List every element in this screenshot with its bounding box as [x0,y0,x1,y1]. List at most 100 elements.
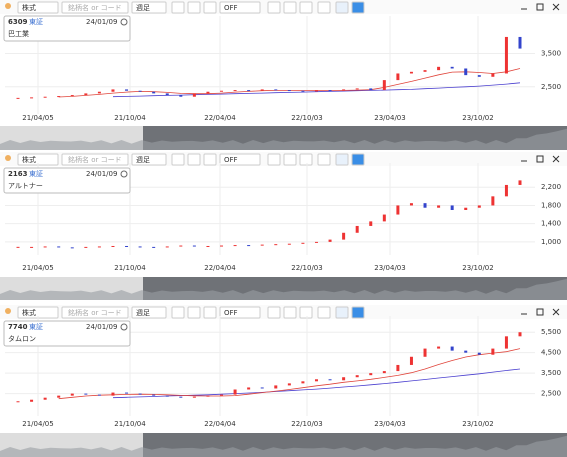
max-button[interactable] [536,3,544,11]
x-tick-label: 22/10/03 [291,264,322,272]
x-tick-label: 22/04/04 [204,264,236,272]
mode-text: OFF [224,309,238,317]
close-button[interactable] [552,3,560,11]
candle [125,245,129,247]
tool-button[interactable] [187,306,201,319]
app-icon [5,308,11,314]
candle [328,379,332,381]
candle [165,93,169,96]
period-select[interactable] [131,1,167,14]
y-tick-label: 1,800 [541,201,561,209]
candle [409,356,413,365]
tool-button[interactable] [267,306,281,319]
mode-text: OFF [224,4,238,12]
close-button[interactable] [552,308,560,316]
tool-button[interactable] [351,153,365,166]
candle [43,397,47,400]
tool-button[interactable] [187,1,201,14]
candle [396,73,400,81]
candle [314,379,318,382]
x-tick-label: 23/04/03 [374,114,405,122]
close-button[interactable] [552,155,560,163]
candle [423,348,427,357]
candle [355,225,359,233]
candle [274,89,278,91]
stock-name: アルトナー [8,182,43,190]
candle [192,245,196,247]
candle [84,246,88,248]
candle [491,348,495,355]
candle [477,352,481,355]
tool-button[interactable] [335,306,349,319]
tool-button[interactable] [171,306,185,319]
tool-button[interactable] [335,1,349,14]
period-text: 週足 [136,155,150,164]
info-close[interactable] [120,323,128,331]
tool-button[interactable] [317,1,331,14]
tool-button[interactable] [317,153,331,166]
search-input[interactable] [61,306,129,319]
candle [464,350,468,353]
tool-button[interactable] [335,153,349,166]
exchange: 東証 [29,322,43,331]
tool-button[interactable] [283,1,297,14]
mode-select[interactable] [219,306,261,319]
tool-button[interactable] [351,306,365,319]
mode-select[interactable] [219,1,261,14]
info-close[interactable] [120,170,128,178]
tool-button[interactable] [299,153,313,166]
tool-button[interactable] [267,153,281,166]
tool-button[interactable] [171,1,185,14]
tool-button[interactable] [283,153,297,166]
tool-button[interactable] [299,1,313,14]
stock-code: 2163 [8,170,28,178]
candle [165,246,169,248]
search-input[interactable] [61,1,129,14]
tool-button[interactable] [203,153,217,166]
candle [179,95,183,97]
tool-button[interactable] [171,153,185,166]
info-close[interactable] [120,18,128,26]
candle [16,97,20,99]
tool-button[interactable] [283,306,297,319]
tool-button[interactable] [351,1,365,14]
candle [382,371,386,374]
candle [518,332,522,337]
candle [409,71,413,74]
tool-button[interactable] [317,306,331,319]
max-button[interactable] [536,308,544,316]
candle [97,394,101,396]
date: 24/01/09 [86,170,117,178]
tool-button[interactable] [267,1,281,14]
search-input[interactable] [61,153,129,166]
candle [518,36,522,49]
x-tick-label: 22/04/04 [204,114,236,122]
tool-button[interactable] [203,306,217,319]
market-select[interactable] [17,1,59,14]
candle [57,96,61,98]
candle [260,89,264,91]
mode-select[interactable] [219,153,261,166]
tool-button[interactable] [187,153,201,166]
candle [111,245,115,247]
candle [97,246,101,248]
candle [111,89,115,92]
period-select[interactable] [131,306,167,319]
y-tick-label: 2,500 [541,83,561,91]
mode-text: OFF [224,156,238,164]
max-button[interactable] [536,155,544,163]
candle [233,90,237,92]
candle [301,242,305,244]
candle [301,90,305,92]
tool-button[interactable] [299,306,313,319]
tool-button[interactable] [203,1,217,14]
candle [437,205,441,208]
period-select[interactable] [131,153,167,166]
app-icon [5,3,11,9]
candle [423,70,427,72]
candle [220,90,224,92]
candle [43,246,47,248]
candle [192,396,196,398]
x-tick-label: 23/10/02 [462,264,493,272]
